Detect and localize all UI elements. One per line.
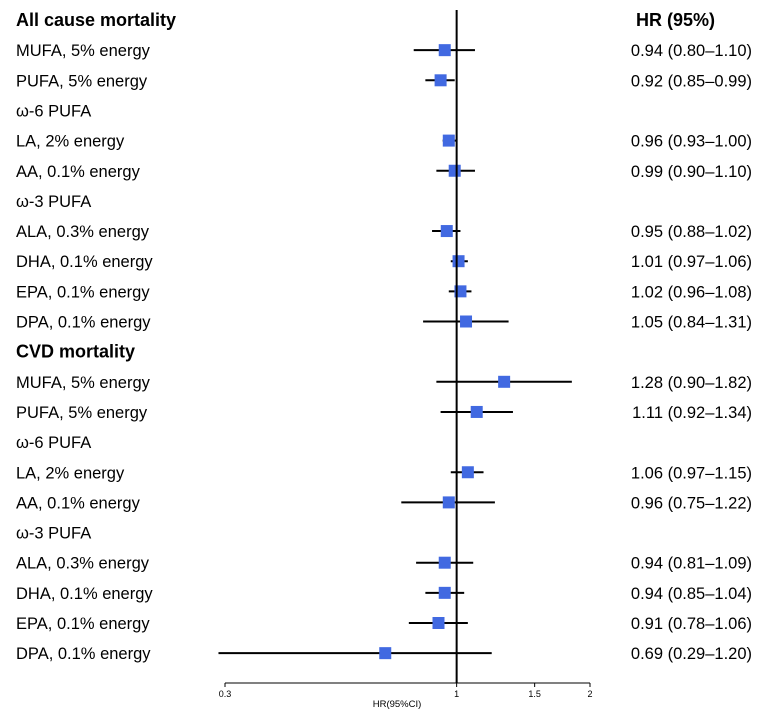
forest-row: PUFA, 5% energy 0.92 (0.85–0.99) — [16, 72, 752, 90]
forest-row: LA, 2% energy 0.96 (0.93–1.00) — [16, 133, 752, 151]
forest-row: LA, 2% energy 1.06 (0.97–1.15) — [16, 464, 752, 482]
x-tick-label: 1 — [454, 689, 459, 699]
hr-value: 0.96 (0.93–1.00) — [631, 133, 752, 151]
row-label: DHA, 0.1% energy — [16, 253, 153, 271]
hr-value: 0.94 (0.81–1.09) — [631, 555, 752, 573]
hr-value: 0.99 (0.90–1.10) — [631, 163, 752, 181]
subgroup-label: ω-6 PUFA — [16, 434, 91, 452]
hr-marker — [379, 647, 392, 660]
forest-row: ω-3 PUFA — [16, 525, 91, 543]
x-tick-label: 2 — [587, 689, 592, 699]
hr-marker — [438, 44, 451, 57]
forest-row: ω-3 PUFA — [16, 193, 91, 211]
forest-row: EPA, 0.1% energy 1.02 (0.96–1.08) — [16, 283, 752, 301]
row-label: AA, 0.1% energy — [16, 163, 141, 181]
hr-value: 0.92 (0.85–0.99) — [631, 72, 752, 90]
row-label: MUFA, 5% energy — [16, 374, 151, 392]
hr-marker — [434, 74, 447, 87]
forest-row: AA, 0.1% energy 0.99 (0.90–1.10) — [16, 163, 752, 181]
hr-marker — [442, 134, 455, 147]
hr-marker — [438, 556, 451, 569]
row-label: LA, 2% energy — [16, 464, 125, 482]
row-label: PUFA, 5% energy — [16, 404, 148, 422]
x-axis-ticks: 0.3 1 1.5 2 — [219, 683, 593, 699]
hr-marker — [460, 315, 473, 328]
forest-row: MUFA, 5% energy 1.28 (0.90–1.82) — [16, 374, 752, 392]
row-label: MUFA, 5% energy — [16, 42, 151, 60]
row-label: ALA, 0.3% energy — [16, 223, 150, 241]
row-label: DHA, 0.1% energy — [16, 585, 153, 603]
forest-row: DHA, 0.1% energy 0.94 (0.85–1.04) — [16, 585, 752, 603]
forest-row: ALA, 0.3% energy 0.94 (0.81–1.09) — [16, 555, 752, 573]
row-label: DPA, 0.1% energy — [16, 645, 151, 663]
hr-value: 1.01 (0.97–1.06) — [631, 253, 752, 271]
forest-row: EPA, 0.1% energy 0.91 (0.78–1.06) — [16, 615, 752, 633]
section-header: CVD mortality — [16, 342, 135, 362]
subgroup-label: ω-3 PUFA — [16, 193, 91, 211]
forest-row: PUFA, 5% energy 1.11 (0.92–1.34) — [16, 404, 752, 422]
hr-marker — [442, 496, 455, 509]
row-label: EPA, 0.1% energy — [16, 615, 150, 633]
x-axis-label: HR(95%CI) — [373, 699, 422, 710]
subgroup-label: ω-6 PUFA — [16, 102, 91, 120]
forest-row: ω-6 PUFA — [16, 102, 91, 120]
hr-marker — [440, 225, 453, 238]
x-tick-label: 1.5 — [528, 689, 541, 699]
forest-row: DHA, 0.1% energy 1.01 (0.97–1.06) — [16, 253, 752, 271]
forest-row: AA, 0.1% energy 0.96 (0.75–1.22) — [16, 494, 752, 512]
row-label: ALA, 0.3% energy — [16, 555, 150, 573]
hr-value: 0.96 (0.75–1.22) — [631, 494, 752, 512]
forest-row: ALA, 0.3% energy 0.95 (0.88–1.02) — [16, 223, 752, 241]
row-label: LA, 2% energy — [16, 133, 125, 151]
row-label: EPA, 0.1% energy — [16, 283, 150, 301]
row-label: PUFA, 5% energy — [16, 72, 148, 90]
forest-row: ω-6 PUFA — [16, 434, 91, 452]
row-label: AA, 0.1% energy — [16, 494, 141, 512]
hr-value: 0.94 (0.85–1.04) — [631, 585, 752, 603]
hr-value: 1.02 (0.96–1.08) — [631, 283, 752, 301]
hr-value: 1.11 (0.92–1.34) — [632, 404, 752, 422]
forest-row: MUFA, 5% energy 0.94 (0.80–1.10) — [16, 42, 752, 60]
hr-marker — [470, 405, 483, 418]
hr-value: 0.91 (0.78–1.06) — [631, 615, 752, 633]
forest-row: All cause mortality — [16, 10, 176, 30]
hr-value: 1.28 (0.90–1.82) — [631, 374, 752, 392]
hr-value: 1.05 (0.84–1.31) — [631, 314, 752, 332]
hr-marker — [432, 617, 445, 629]
hr-marker — [461, 466, 474, 479]
forest-rows: All cause mortality MUFA, 5% energy 0.94 (… — [16, 10, 752, 663]
hr-value: 0.69 (0.29–1.20) — [631, 645, 752, 663]
forest-row: DPA, 0.1% energy 0.69 (0.29–1.20) — [16, 645, 752, 663]
forest-row: DPA, 0.1% energy 1.05 (0.84–1.31) — [16, 314, 752, 332]
forest-row: CVD mortality — [16, 342, 135, 362]
hr-marker — [498, 375, 511, 388]
section-header: All cause mortality — [16, 10, 176, 30]
x-tick-label: 0.3 — [219, 689, 232, 699]
subgroup-label: ω-3 PUFA — [16, 525, 91, 543]
hr-marker — [448, 164, 461, 177]
hr-value: 0.95 (0.88–1.02) — [631, 223, 752, 241]
hr-value: 1.06 (0.97–1.15) — [631, 464, 752, 482]
hr-value: 0.94 (0.80–1.10) — [631, 42, 752, 60]
hr-marker — [452, 255, 465, 268]
hr-marker — [438, 586, 451, 599]
row-label: DPA, 0.1% energy — [16, 314, 151, 332]
hr-column-header: HR (95%) — [636, 10, 715, 30]
